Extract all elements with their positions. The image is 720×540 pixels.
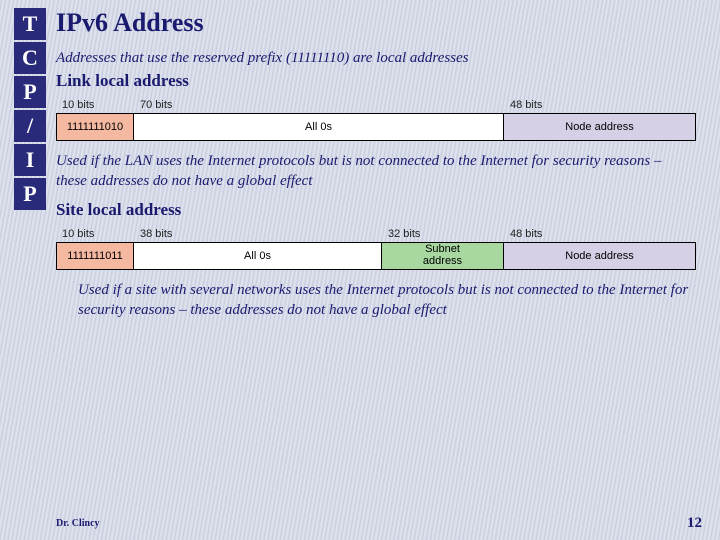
address-field: 1111111010 <box>56 113 134 141</box>
footer-page: 12 <box>687 515 702 532</box>
sidebar-letter: P <box>14 178 46 210</box>
address-field: Subnetaddress <box>382 242 504 270</box>
bit-width-label: 70 bits <box>134 99 504 111</box>
link-local-diagram: 10 bits70 bits48 bits 1111111010All 0sNo… <box>56 99 706 141</box>
address-field: Node address <box>504 242 696 270</box>
bit-width-label: 38 bits <box>134 228 382 240</box>
sidebar-letter: / <box>14 110 46 142</box>
address-field: All 0s <box>134 113 504 141</box>
site-local-heading: Site local address <box>56 200 706 220</box>
address-field: All 0s <box>134 242 382 270</box>
footer: Dr. Clincy 12 <box>56 515 702 532</box>
footer-author: Dr. Clincy <box>56 518 100 529</box>
address-field: Node address <box>504 113 696 141</box>
main-content: IPv6 Address Addresses that use the rese… <box>56 0 706 328</box>
bit-width-label: 10 bits <box>56 99 134 111</box>
bit-width-label: 48 bits <box>504 99 696 111</box>
link-local-note: Used if the LAN uses the Internet protoc… <box>56 151 696 192</box>
sidebar-letter: P <box>14 76 46 108</box>
bit-width-label: 48 bits <box>504 228 696 240</box>
site-local-diagram: 10 bits38 bits32 bits48 bits 1111111011A… <box>56 228 706 270</box>
sidebar-letter: C <box>14 42 46 74</box>
sidebar-letters: T C P / I P <box>14 8 46 212</box>
link-local-heading: Link local address <box>56 71 706 91</box>
page-title: IPv6 Address <box>56 8 706 38</box>
intro-text: Addresses that use the reserved prefix (… <box>56 50 706 67</box>
address-field: 1111111011 <box>56 242 134 270</box>
bit-width-label: 10 bits <box>56 228 134 240</box>
site-local-note: Used if a site with several networks use… <box>78 280 696 321</box>
bit-width-label: 32 bits <box>382 228 504 240</box>
sidebar-letter: T <box>14 8 46 40</box>
sidebar-letter: I <box>14 144 46 176</box>
